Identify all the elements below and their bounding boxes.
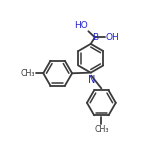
Text: HO: HO [74,21,87,30]
Text: B: B [92,33,98,42]
Text: CH₃: CH₃ [94,125,109,134]
Text: N: N [88,75,95,85]
Text: CH₃: CH₃ [20,69,35,78]
Text: OH: OH [105,33,119,42]
